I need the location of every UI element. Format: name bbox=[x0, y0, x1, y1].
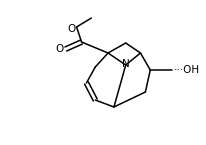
Text: N: N bbox=[122, 59, 130, 69]
Text: ···OH: ···OH bbox=[174, 65, 200, 75]
Text: O: O bbox=[56, 44, 64, 54]
Text: O: O bbox=[68, 24, 76, 34]
